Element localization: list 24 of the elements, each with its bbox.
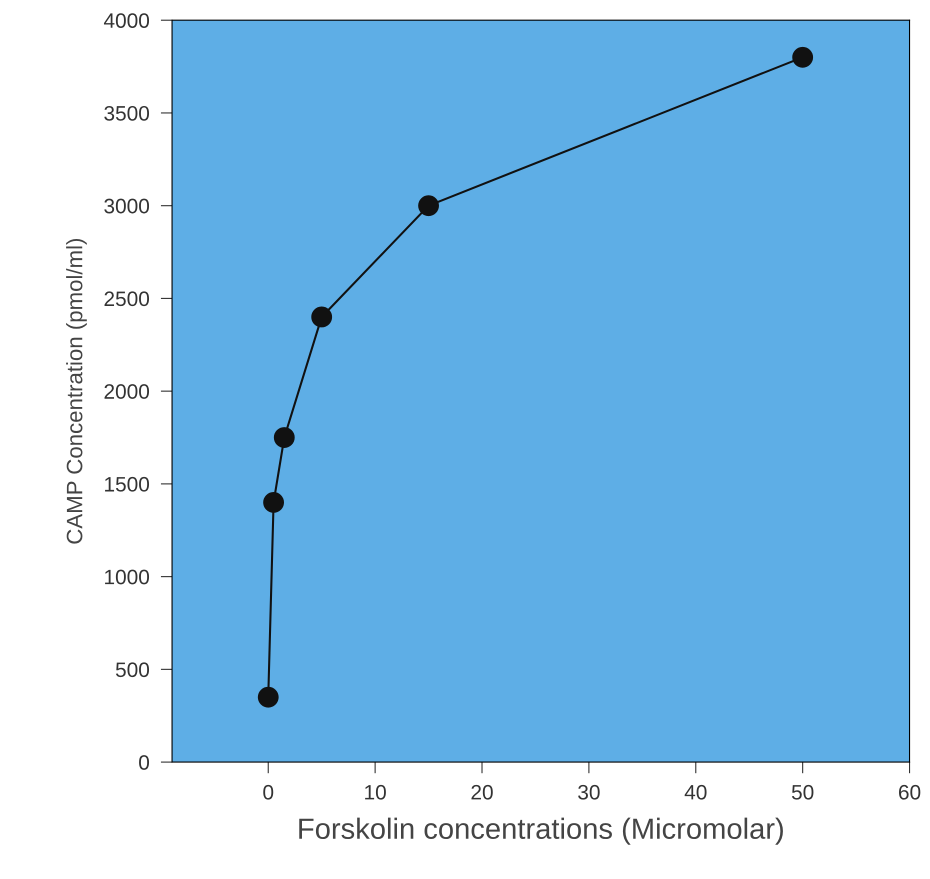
x-tick-label: 20 (471, 784, 493, 800)
y-tick-label: 0 (139, 755, 150, 770)
x-tick-label: 60 (899, 784, 920, 800)
x-axis-title: Forskolin concentrations (Micromolar) (299, 818, 783, 845)
y-tick-label: 2500 (104, 291, 150, 306)
x-tick-label: 10 (365, 784, 386, 800)
y-tick-label: 3000 (104, 198, 150, 214)
y-tick-label: 2000 (104, 384, 150, 399)
x-tick-label: 40 (684, 784, 707, 800)
x-tick-label: 30 (578, 784, 600, 800)
y-tick-label: 500 (116, 662, 150, 678)
y-tick-label: 1500 (105, 476, 150, 492)
point (311, 306, 332, 328)
y-axis-title: CAMP Concentration (pmol/ml) (66, 238, 87, 544)
point (274, 427, 295, 448)
x-tick-label: 50 (792, 784, 814, 800)
y-tick-label: 1000 (105, 570, 150, 584)
point (418, 195, 439, 216)
point (263, 492, 284, 513)
y-tick-label: 3500 (104, 106, 150, 121)
point (792, 46, 814, 68)
x-tick-label: 0 (263, 784, 274, 800)
point (258, 686, 279, 708)
y-tick-label: 4000 (104, 13, 150, 28)
